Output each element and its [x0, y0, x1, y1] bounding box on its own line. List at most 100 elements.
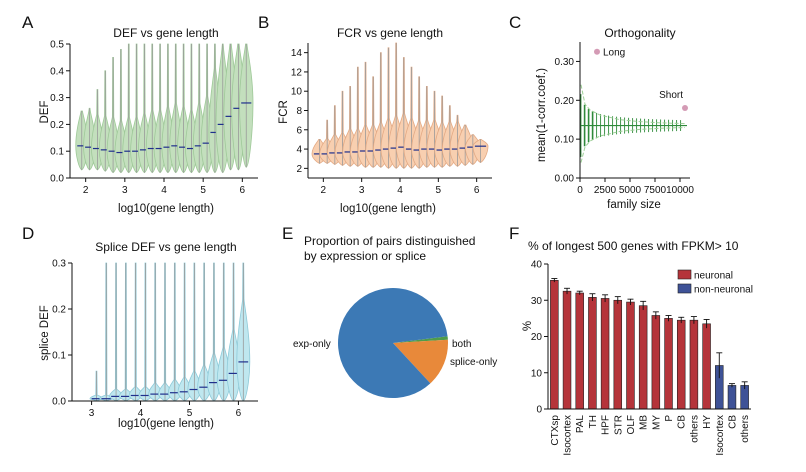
f-cat-label-2: PAL	[575, 415, 586, 434]
e-label-exp-only: exp-only	[293, 339, 331, 350]
panel-b-xlabel: log10(gene length)	[340, 203, 436, 215]
panel-c-letter: C	[509, 13, 521, 32]
a-xtick-label-0: 2	[83, 185, 89, 196]
a-xtick-label-3: 5	[200, 185, 206, 196]
c-ytick-label-1: 0.10	[555, 135, 575, 146]
f-cat-label-14: CB	[727, 415, 738, 429]
panel-a-letter: A	[22, 13, 34, 32]
b-ytick-label-0: 2	[296, 164, 302, 175]
f-cat-label-1: Isocortex	[563, 415, 574, 456]
f-cat-label-13: Isocortex	[715, 415, 726, 456]
panel-d: D Splice DEF vs gene length log10(gene l…	[22, 224, 258, 430]
d-xtick-label-3: 6	[236, 408, 242, 419]
f-bar-4	[600, 298, 610, 410]
f-ytick-label-0: 0	[536, 405, 542, 416]
b-xtick-label-3: 5	[436, 185, 442, 196]
a-ytick-label-0: 0.0	[50, 174, 64, 185]
f-bar-14	[727, 385, 737, 410]
f-legend-label-0: neuronal	[694, 271, 733, 282]
f-ytick-label-1: 10	[531, 368, 543, 379]
f-cat-label-7: MB	[639, 415, 650, 430]
f-ytick-label-4: 40	[531, 260, 543, 271]
f-bar-7	[638, 305, 648, 410]
c-xtick-label-1: 2500	[594, 185, 617, 196]
panel-e: E Proportion of pairs distinguished by e…	[282, 224, 497, 398]
f-cat-label-8: MY	[651, 415, 662, 430]
f-cat-label-15: others	[740, 415, 751, 443]
panel-a-xlabel: log10(gene length)	[118, 203, 214, 215]
panel-a-title: DEF vs gene length	[113, 26, 218, 40]
f-bar-5	[613, 299, 623, 410]
panel-e-title-line1: Proportion of pairs distinguished	[304, 234, 475, 248]
panel-d-xlabel: log10(gene length)	[118, 418, 214, 430]
panel-e-letter: E	[282, 224, 293, 243]
f-legend-label-1: non-neuronal	[694, 285, 753, 296]
f-ytick-label-2: 20	[531, 332, 543, 343]
b-xtick-label-4: 6	[474, 185, 480, 196]
f-bar-3	[588, 297, 597, 410]
b-ytick-label-6: 14	[291, 48, 303, 59]
panel-b-letter: B	[258, 13, 269, 32]
e-label-both: both	[452, 339, 471, 350]
b-ytick-label-5: 12	[291, 67, 303, 78]
a-ytick-label-2: 0.2	[50, 120, 64, 131]
f-bar-0	[550, 280, 559, 410]
panel-a: A DEF vs gene length log10(gene length) …	[22, 13, 258, 215]
panel-c-ylabel: mean(1-corr.coef.)	[536, 68, 548, 162]
c-point-label-0: Long	[603, 48, 625, 59]
b-xtick-label-2: 4	[397, 185, 403, 196]
f-legend-swatch-1	[677, 283, 692, 294]
a-xtick-label-1: 3	[122, 185, 128, 196]
d-ytick-label-0: 0.0	[52, 397, 66, 408]
f-cat-label-12: HY	[702, 415, 713, 429]
f-bar-6	[626, 301, 635, 410]
b-ytick-label-4: 10	[291, 87, 303, 98]
f-cat-label-6: OLF	[626, 415, 637, 434]
b-ytick-label-1: 4	[296, 145, 302, 156]
f-cat-label-0: CTXsp	[550, 415, 561, 446]
a-ytick-label-3: 0.3	[50, 93, 64, 104]
panel-d-ylabel: splice DEF	[39, 305, 51, 361]
c-ytick-label-3: 0.30	[555, 57, 575, 68]
panel-b: B FCR vs gene length log10(gene length) …	[258, 13, 492, 215]
a-ytick-label-1: 0.1	[50, 147, 64, 158]
f-ytick-label-3: 30	[531, 296, 543, 307]
c-xtick-label-0: 0	[577, 185, 583, 196]
c-point-label-1: Short	[659, 90, 683, 101]
c-ytick-label-2: 0.20	[555, 96, 575, 107]
f-bar-2	[575, 292, 584, 410]
e-slice-both	[393, 336, 448, 343]
panel-b-title: FCR vs gene length	[337, 26, 443, 40]
a-xtick-label-2: 4	[161, 185, 167, 196]
d-xtick-label-0: 3	[89, 408, 95, 419]
f-bar-11	[689, 319, 699, 410]
f-bar-1	[562, 290, 572, 410]
panel-f: F % of longest 500 genes with FPKM> 10 %…	[509, 224, 753, 456]
c-band-lower	[580, 126, 686, 163]
panel-c: C Orthogonality family size mean(1-corr.…	[509, 13, 694, 211]
panel-d-title: Splice DEF vs gene length	[95, 240, 236, 254]
c-ytick-label-0: 0.00	[555, 174, 575, 185]
panel-d-letter: D	[22, 224, 34, 243]
d-xtick-label-1: 4	[138, 408, 144, 419]
d-ytick-label-1: 0.1	[52, 351, 66, 362]
f-cat-label-11: others	[689, 415, 700, 443]
c-point-1	[682, 105, 688, 112]
e-label-splice-only: splice-only	[450, 357, 497, 368]
c-xtick-label-4: 10000	[666, 185, 694, 196]
e-slice-exp-only	[337, 288, 448, 398]
f-cat-label-9: P	[664, 415, 675, 422]
panel-f-ylabel: %	[522, 321, 534, 331]
a-xtick-label-4: 6	[240, 185, 246, 196]
b-ytick-label-3: 8	[296, 106, 302, 117]
f-cat-label-10: CB	[677, 415, 688, 429]
f-bar-9	[664, 318, 673, 410]
a-ytick-label-4: 0.4	[50, 66, 64, 77]
panel-f-letter: F	[509, 224, 519, 243]
d-xtick-label-2: 5	[187, 408, 193, 419]
f-bar-12	[702, 323, 711, 410]
c-band-upper	[580, 84, 686, 125]
panel-a-ylabel: DEF	[39, 101, 51, 124]
b-ytick-label-2: 6	[296, 125, 302, 136]
